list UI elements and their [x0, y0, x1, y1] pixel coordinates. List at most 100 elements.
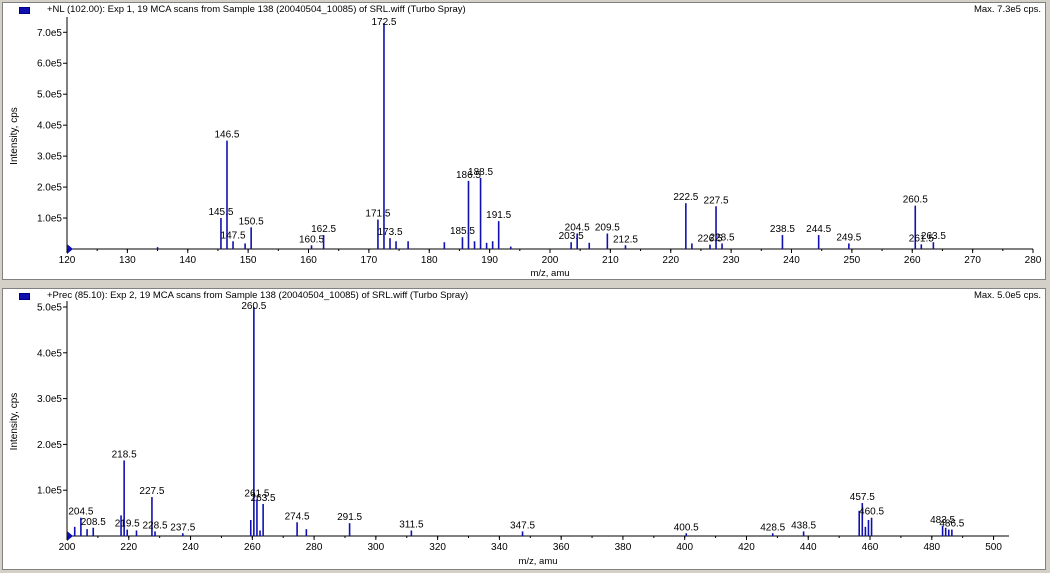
- y-tick-label: 6.0e5: [37, 59, 62, 70]
- x-tick-label: 120: [59, 255, 76, 266]
- x-tick-label: 140: [179, 255, 196, 266]
- peak-label: 191.5: [486, 210, 511, 221]
- x-tick-label: 240: [783, 255, 800, 266]
- x-tick-label: 200: [542, 255, 559, 266]
- x-tick-label: 270: [964, 255, 981, 266]
- spectrum-chart-2[interactable]: 200 220 240 260 280 300 320 340 360 380 400 420 440 4…: [3, 289, 1047, 571]
- y-tick-label: 1.0e5: [37, 486, 62, 497]
- peak-label: 244.5: [806, 224, 831, 235]
- y-tick-label: 4.0e5: [37, 121, 62, 132]
- x-tick-label: 240: [182, 542, 199, 553]
- series-marker-icon[interactable]: [19, 7, 30, 14]
- y-tick-label: 3.0e5: [37, 152, 62, 163]
- x-tick-label: 210: [602, 255, 619, 266]
- peak-label: 150.5: [239, 216, 264, 227]
- peak-label: 204.5: [565, 223, 590, 234]
- x-tick-label: 340: [491, 542, 508, 553]
- peak-label: 226.5: [697, 234, 722, 245]
- peak-label: 209.5: [595, 223, 620, 234]
- peak-label: 483.5: [930, 515, 955, 526]
- series-marker-icon[interactable]: [19, 293, 30, 300]
- peak-label: 291.5: [337, 512, 362, 523]
- baseline-marker-icon: [67, 531, 73, 541]
- x-tick-label: 320: [429, 542, 446, 553]
- x-tick-label: 190: [481, 255, 498, 266]
- peak-label: 238.5: [770, 224, 795, 235]
- peak-label: 147.5: [221, 230, 246, 241]
- peak-label: 438.5: [791, 520, 816, 531]
- peak-label: 228.5: [143, 520, 168, 531]
- x-tick-label: 500: [985, 542, 1002, 553]
- baseline-marker-icon: [67, 244, 73, 254]
- x-tick-label: 220: [662, 255, 679, 266]
- peak-label: 428.5: [760, 522, 785, 533]
- panel-title: +NL (102.00): Exp 1, 19 MCA scans from S…: [47, 4, 466, 15]
- x-tick-label: 230: [723, 255, 740, 266]
- x-tick-label: 280: [1025, 255, 1042, 266]
- spectrum-chart-1[interactable]: 120 130 140 150 160 170 180 190 200 210 220 230 240 2…: [3, 3, 1047, 281]
- spectrum-panel-2: +Prec (85.10): Exp 2, 19 MCA scans from …: [2, 288, 1046, 570]
- peak-label: 263.5: [251, 493, 276, 504]
- y-tick-label: 1.0e5: [37, 214, 62, 225]
- peak-label: 457.5: [850, 492, 875, 503]
- peak-label: 486.5: [939, 519, 964, 530]
- x-tick-label: 440: [800, 542, 817, 553]
- y-tick-label: 7.0e5: [37, 28, 62, 39]
- peak-label: 227.5: [139, 486, 164, 497]
- peak-label: 171.5: [365, 209, 390, 220]
- x-axis-label: m/z, amu: [518, 556, 557, 567]
- x-tick-label: 380: [615, 542, 632, 553]
- peak-label: 261.5: [244, 488, 269, 499]
- max-intensity-label: Max. 7.3e5 cps.: [973, 4, 1041, 15]
- peak-label: 188.5: [468, 167, 493, 178]
- panel-header: +NL (102.00): Exp 1, 19 MCA scans from S…: [3, 3, 1045, 19]
- x-tick-label: 130: [119, 255, 136, 266]
- peak-label: 228.5: [710, 232, 735, 243]
- peak-label: 227.5: [704, 195, 729, 206]
- x-axis-label: m/z, amu: [530, 268, 569, 279]
- peak-label: 347.5: [510, 520, 535, 531]
- peak-label: 274.5: [285, 511, 310, 522]
- y-tick-label: 2.0e5: [37, 183, 62, 194]
- peak-label: 237.5: [170, 522, 195, 533]
- spectrum-panel-1: +NL (102.00): Exp 1, 19 MCA scans from S…: [2, 2, 1046, 280]
- peak-label: 260.5: [903, 195, 928, 206]
- x-tick-label: 160: [300, 255, 317, 266]
- peak-label: 185.5: [450, 226, 475, 237]
- peak-label: 263.5: [921, 231, 946, 242]
- peak-label: 162.5: [311, 224, 336, 235]
- peak-label: 219.5: [115, 519, 140, 530]
- x-tick-label: 480: [923, 542, 940, 553]
- peak-label: 203.5: [559, 231, 584, 242]
- x-tick-label: 220: [120, 542, 137, 553]
- x-tick-label: 260: [904, 255, 921, 266]
- peak-label: 260.5: [241, 301, 266, 312]
- y-tick-label: 2.0e5: [37, 440, 62, 451]
- peak-label: 311.5: [399, 520, 424, 531]
- peak-label: 172.5: [371, 17, 396, 28]
- peak-label: 160.5: [299, 234, 324, 245]
- peak-label: 145.5: [208, 207, 233, 218]
- x-tick-label: 360: [553, 542, 570, 553]
- peak-label: 212.5: [613, 234, 638, 245]
- x-tick-label: 420: [738, 542, 755, 553]
- peak-label: 204.5: [68, 507, 93, 518]
- peak-label: 400.5: [674, 522, 699, 533]
- x-tick-label: 280: [306, 542, 323, 553]
- peak-label: 208.5: [81, 517, 106, 528]
- y-tick-label: 5.0e5: [37, 90, 62, 101]
- x-tick-label: 250: [844, 255, 861, 266]
- x-tick-label: 150: [240, 255, 257, 266]
- peak-label: 222.5: [673, 192, 698, 203]
- peak-label: 261.5: [909, 233, 934, 244]
- peak-label: 460.5: [859, 507, 884, 518]
- peak-label: 186.5: [456, 170, 481, 181]
- peak-label: 249.5: [836, 232, 861, 243]
- panel-header: +Prec (85.10): Exp 2, 19 MCA scans from …: [3, 289, 1045, 305]
- max-intensity-label: Max. 5.0e5 cps.: [973, 290, 1041, 301]
- x-tick-label: 170: [361, 255, 378, 266]
- panel-title: +Prec (85.10): Exp 2, 19 MCA scans from …: [47, 290, 469, 301]
- peak-label: 218.5: [112, 449, 137, 460]
- x-tick-label: 260: [244, 542, 261, 553]
- y-axis-label: Intensity, cps: [9, 393, 20, 451]
